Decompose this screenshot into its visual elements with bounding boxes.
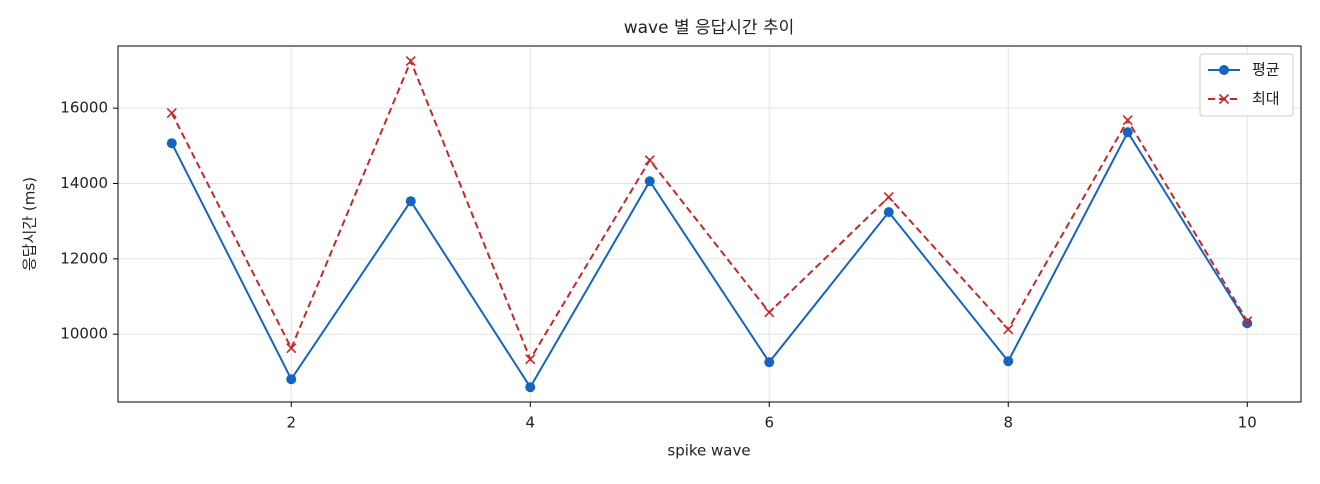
data-point [525, 382, 536, 393]
legend-label: 최대 [1252, 90, 1280, 108]
data-point [644, 155, 655, 166]
data-point [286, 343, 297, 354]
chart-title: wave 별 응답시간 추이 [624, 18, 795, 38]
data-point [644, 176, 655, 187]
data-point [764, 307, 775, 318]
data-point [1122, 115, 1133, 126]
x-tick-label: 4 [525, 414, 535, 432]
data-point [1003, 324, 1014, 335]
data-point [405, 56, 416, 67]
data-point [1242, 318, 1253, 329]
legend-marker [1218, 93, 1230, 105]
x-tick-label: 8 [1003, 414, 1013, 432]
legend-label: 평균 [1252, 61, 1280, 79]
data-point [286, 374, 297, 385]
series-line [170, 58, 1249, 362]
legend-marker [1219, 65, 1229, 75]
y-axis-label: 응답시간 (ms) [21, 177, 39, 271]
data-point [1122, 127, 1133, 138]
x-tick-label: 2 [286, 414, 296, 432]
x-tick-label: 10 [1238, 414, 1257, 432]
x-tick-label: 6 [764, 414, 774, 432]
plot-frame [117, 45, 1302, 403]
data-point [1003, 356, 1014, 367]
y-tick-label: 16000 [60, 99, 108, 117]
data-point [166, 107, 177, 119]
data-point [1242, 316, 1253, 327]
data-point [166, 138, 177, 149]
y-tick-label: 10000 [60, 325, 108, 343]
data-point [883, 207, 894, 218]
series-line [170, 130, 1249, 390]
y-tick-label: 12000 [60, 249, 108, 267]
x-axis-label: spike wave [667, 442, 750, 460]
data-point [764, 357, 775, 368]
data-point [405, 196, 416, 207]
data-point [883, 191, 894, 203]
y-tick-label: 14000 [60, 174, 108, 192]
data-point [525, 354, 536, 365]
